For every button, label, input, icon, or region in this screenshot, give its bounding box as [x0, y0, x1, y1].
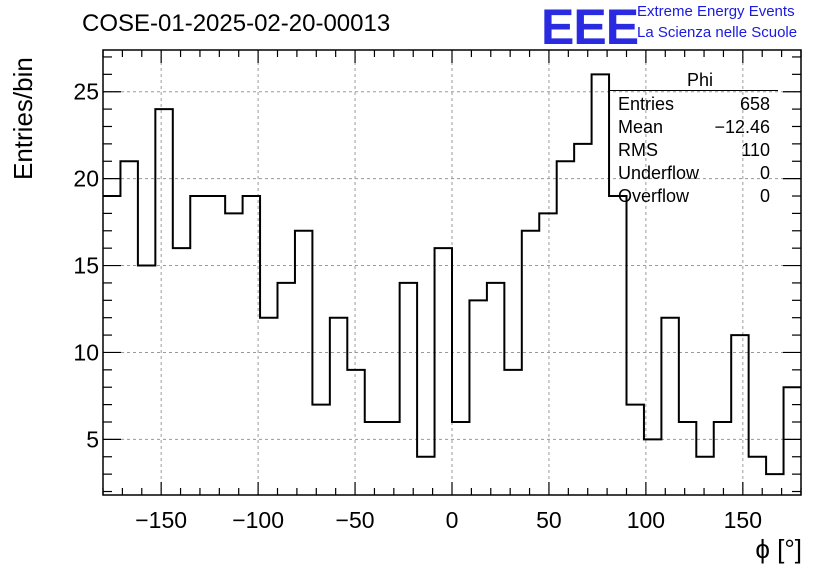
y-axis-label: Entries/bin — [8, 57, 38, 180]
stats-name: Phi — [686, 70, 713, 90]
x-axis-label: ϕ [°] — [755, 534, 802, 564]
eee-logo: EEE — [541, 0, 639, 55]
stats-label: Mean — [618, 117, 664, 137]
histogram-series — [103, 73, 801, 476]
stats-value: 110 — [741, 140, 770, 160]
chart-title: COSE-01-2025-02-20-00013 — [82, 10, 391, 37]
x-tick-label: 0 — [446, 507, 459, 533]
stats-value: −12.46 — [714, 117, 770, 137]
logo-subtitle-line1: Extreme Energy Events — [637, 3, 795, 20]
x-tick-label: −50 — [336, 507, 375, 533]
stats-label: Underflow — [618, 163, 700, 183]
y-tick-label: 10 — [73, 339, 99, 365]
y-tick-label: 5 — [86, 426, 99, 452]
x-tick-label: 50 — [536, 507, 562, 533]
stats-divider — [610, 90, 778, 91]
stats-row-overflow: Overflow 0 — [610, 185, 778, 208]
stats-label: RMS — [618, 140, 658, 160]
stats-value: 0 — [759, 186, 770, 206]
stats-row-mean: Mean −12.46 — [610, 116, 778, 139]
stats-row-rms: RMS 110 — [610, 139, 778, 162]
stats-row-underflow: Underflow 0 — [610, 162, 778, 185]
x-tick-label: 100 — [627, 507, 665, 533]
x-tick-label: −150 — [135, 507, 187, 533]
stats-value: 0 — [759, 163, 770, 183]
y-tick-label: 20 — [73, 166, 99, 192]
stats-label: Entries — [618, 94, 675, 114]
x-tick-label: 150 — [724, 507, 762, 533]
histogram-outline — [103, 73, 801, 476]
stats-label: Overflow — [618, 186, 690, 206]
axes: −150 −100 −50 0 50 100 150 5 10 15 20 25 — [73, 49, 802, 533]
stats-row-entries: Entries 658 — [610, 93, 778, 116]
stats-value: 658 — [739, 94, 770, 114]
logo-subtitle-line2: La Scienza nelle Scuole — [637, 24, 798, 41]
y-tick-label: 25 — [73, 79, 99, 105]
x-tick-label: −100 — [232, 507, 284, 533]
stats-box: Phi Entries 658 Mean −12.46 RMS 110 Unde… — [610, 70, 778, 208]
y-tick-label: 15 — [73, 253, 99, 279]
